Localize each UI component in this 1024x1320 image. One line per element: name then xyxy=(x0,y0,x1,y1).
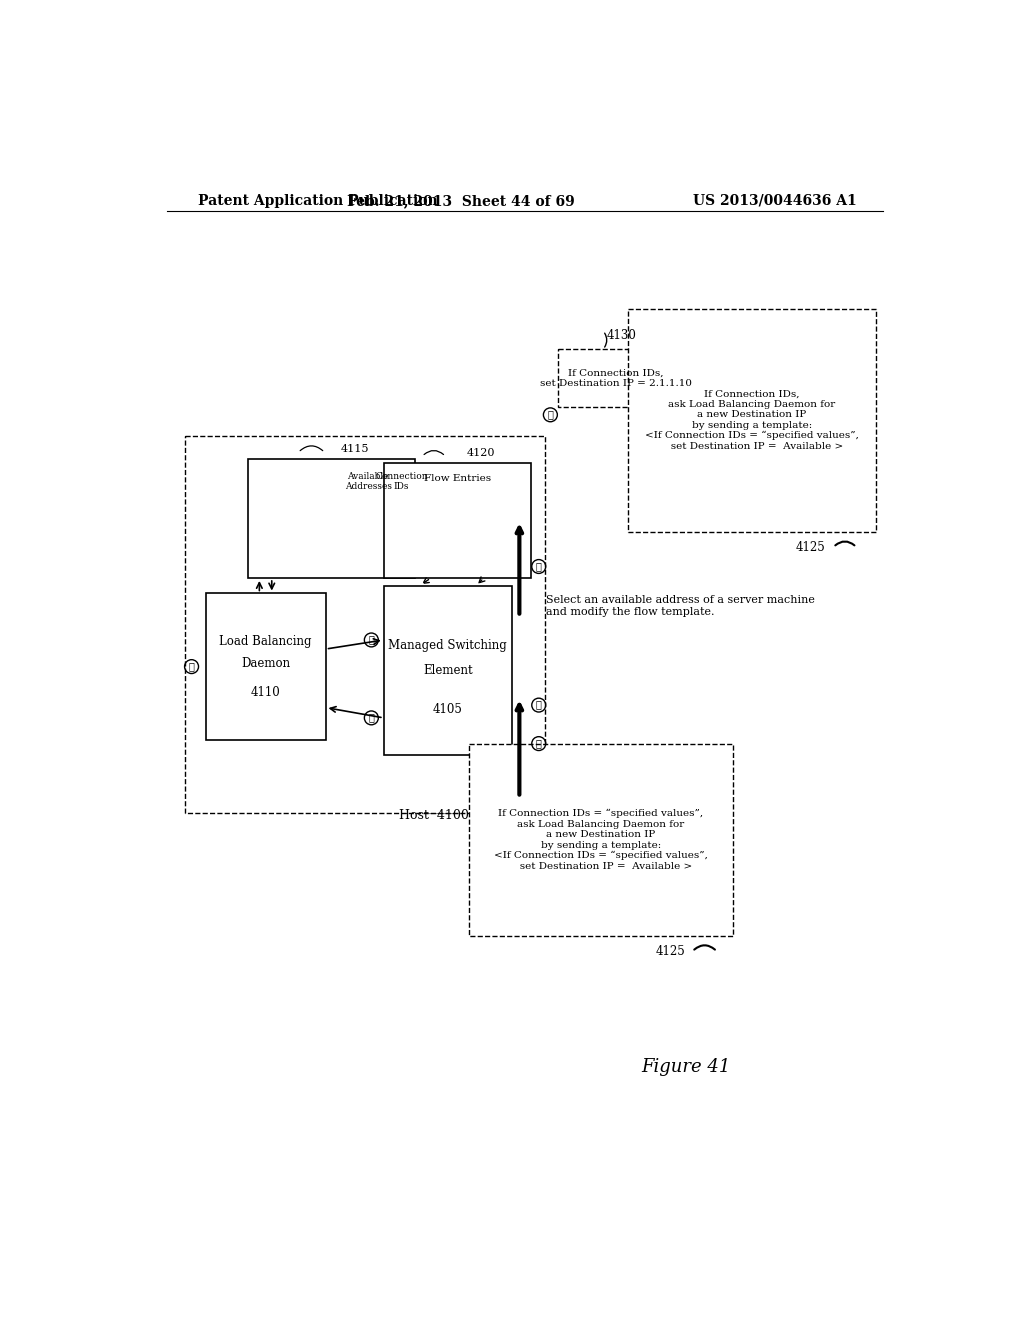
Text: US 2013/0044636 A1: US 2013/0044636 A1 xyxy=(693,194,856,207)
Text: 4125: 4125 xyxy=(795,541,825,554)
Text: 4120: 4120 xyxy=(467,449,496,458)
Bar xyxy=(469,743,732,936)
Text: Figure 41: Figure 41 xyxy=(641,1059,731,1076)
Text: ②: ② xyxy=(188,663,195,671)
Bar xyxy=(248,459,415,578)
Text: Patent Application Publication: Patent Application Publication xyxy=(198,194,437,207)
Text: If Connection IDs,
set Destination IP = 2.1.1.10: If Connection IDs, set Destination IP = … xyxy=(541,368,692,388)
Text: ③: ③ xyxy=(536,562,542,572)
Bar xyxy=(628,309,876,532)
Text: If Connection IDs,
ask Load Balancing Daemon for
a new Destination IP
by sending: If Connection IDs, ask Load Balancing Da… xyxy=(645,389,859,451)
Bar xyxy=(206,594,326,739)
Text: Daemon: Daemon xyxy=(241,657,290,671)
Text: 4130: 4130 xyxy=(607,329,637,342)
Bar xyxy=(384,586,512,755)
Text: Feb. 21, 2013  Sheet 44 of 69: Feb. 21, 2013 Sheet 44 of 69 xyxy=(347,194,575,207)
Text: Flow Entries: Flow Entries xyxy=(424,474,490,483)
Text: ②: ② xyxy=(536,701,542,710)
Text: If Connection IDs = “specified values”,
ask Load Balancing Daemon for
a new Dest: If Connection IDs = “specified values”, … xyxy=(494,809,708,871)
Text: 4110: 4110 xyxy=(251,686,281,700)
Bar xyxy=(558,350,675,407)
Text: Host  4100: Host 4100 xyxy=(399,809,469,822)
Text: 4125: 4125 xyxy=(655,945,685,958)
Text: ③: ③ xyxy=(369,635,375,644)
Text: Connection
IDs: Connection IDs xyxy=(375,471,428,491)
Bar xyxy=(384,462,531,578)
Text: ①: ① xyxy=(536,739,542,748)
Text: Available
Addresses: Available Addresses xyxy=(345,471,391,491)
Text: ③: ③ xyxy=(548,411,553,420)
Bar xyxy=(184,436,545,813)
Text: Select an available address of a server machine
and modify the flow template.: Select an available address of a server … xyxy=(547,595,815,616)
Text: Element: Element xyxy=(423,664,472,677)
Text: 4105: 4105 xyxy=(433,704,463,715)
Text: Load Balancing: Load Balancing xyxy=(219,635,312,648)
Text: 4115: 4115 xyxy=(341,445,370,454)
Text: Managed Switching: Managed Switching xyxy=(388,639,507,652)
Text: ①: ① xyxy=(369,713,375,722)
